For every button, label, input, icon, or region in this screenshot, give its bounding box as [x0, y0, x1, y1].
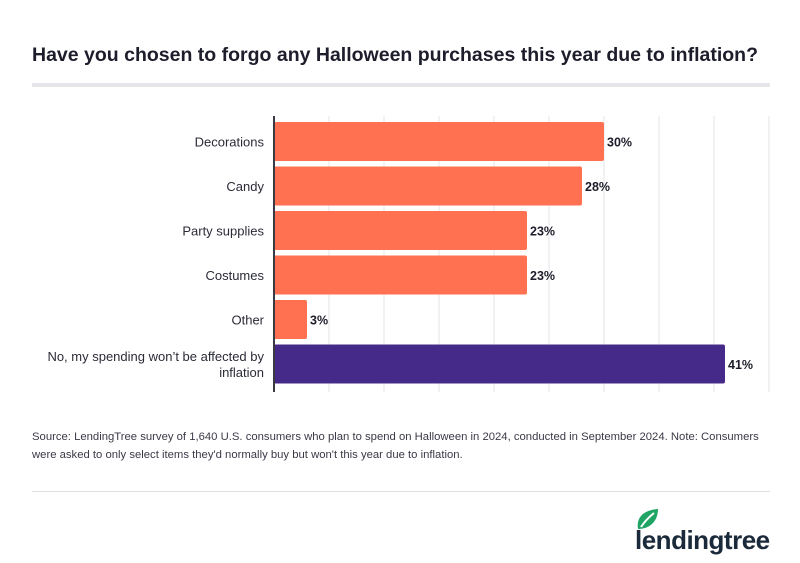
footer-divider — [32, 491, 770, 492]
value-label: 3% — [310, 314, 328, 328]
category-label: Decorations — [195, 135, 265, 150]
value-label: 41% — [728, 358, 753, 372]
title-divider — [32, 83, 770, 87]
value-label: 23% — [530, 225, 555, 239]
lendingtree-logo: lendingtree — [635, 525, 770, 555]
category-label: No, my spending won’t be affected by — [47, 349, 264, 364]
bar — [274, 344, 725, 384]
bar — [274, 166, 582, 206]
bar — [274, 255, 527, 295]
value-label: 28% — [585, 180, 610, 194]
category-label: inflation — [219, 365, 264, 380]
bar-chart: 30% Decorations 28% Candy 23% Party supplies 2… — [47, 116, 770, 392]
category-label: Costumes — [205, 268, 264, 283]
value-label: 23% — [530, 269, 555, 283]
bar — [274, 211, 527, 250]
category-label: Party supplies — [182, 224, 264, 239]
source-note: Source: LendingTree survey of 1,640 U.S.… — [32, 431, 759, 461]
category-label: Candy — [226, 179, 264, 194]
chart-title: Have you chosen to forgo any Halloween p… — [32, 44, 758, 66]
bar — [274, 300, 307, 339]
leaf-icon — [637, 509, 658, 529]
category-label: Other — [231, 313, 264, 328]
bar — [274, 122, 604, 161]
value-label: 30% — [607, 136, 632, 150]
